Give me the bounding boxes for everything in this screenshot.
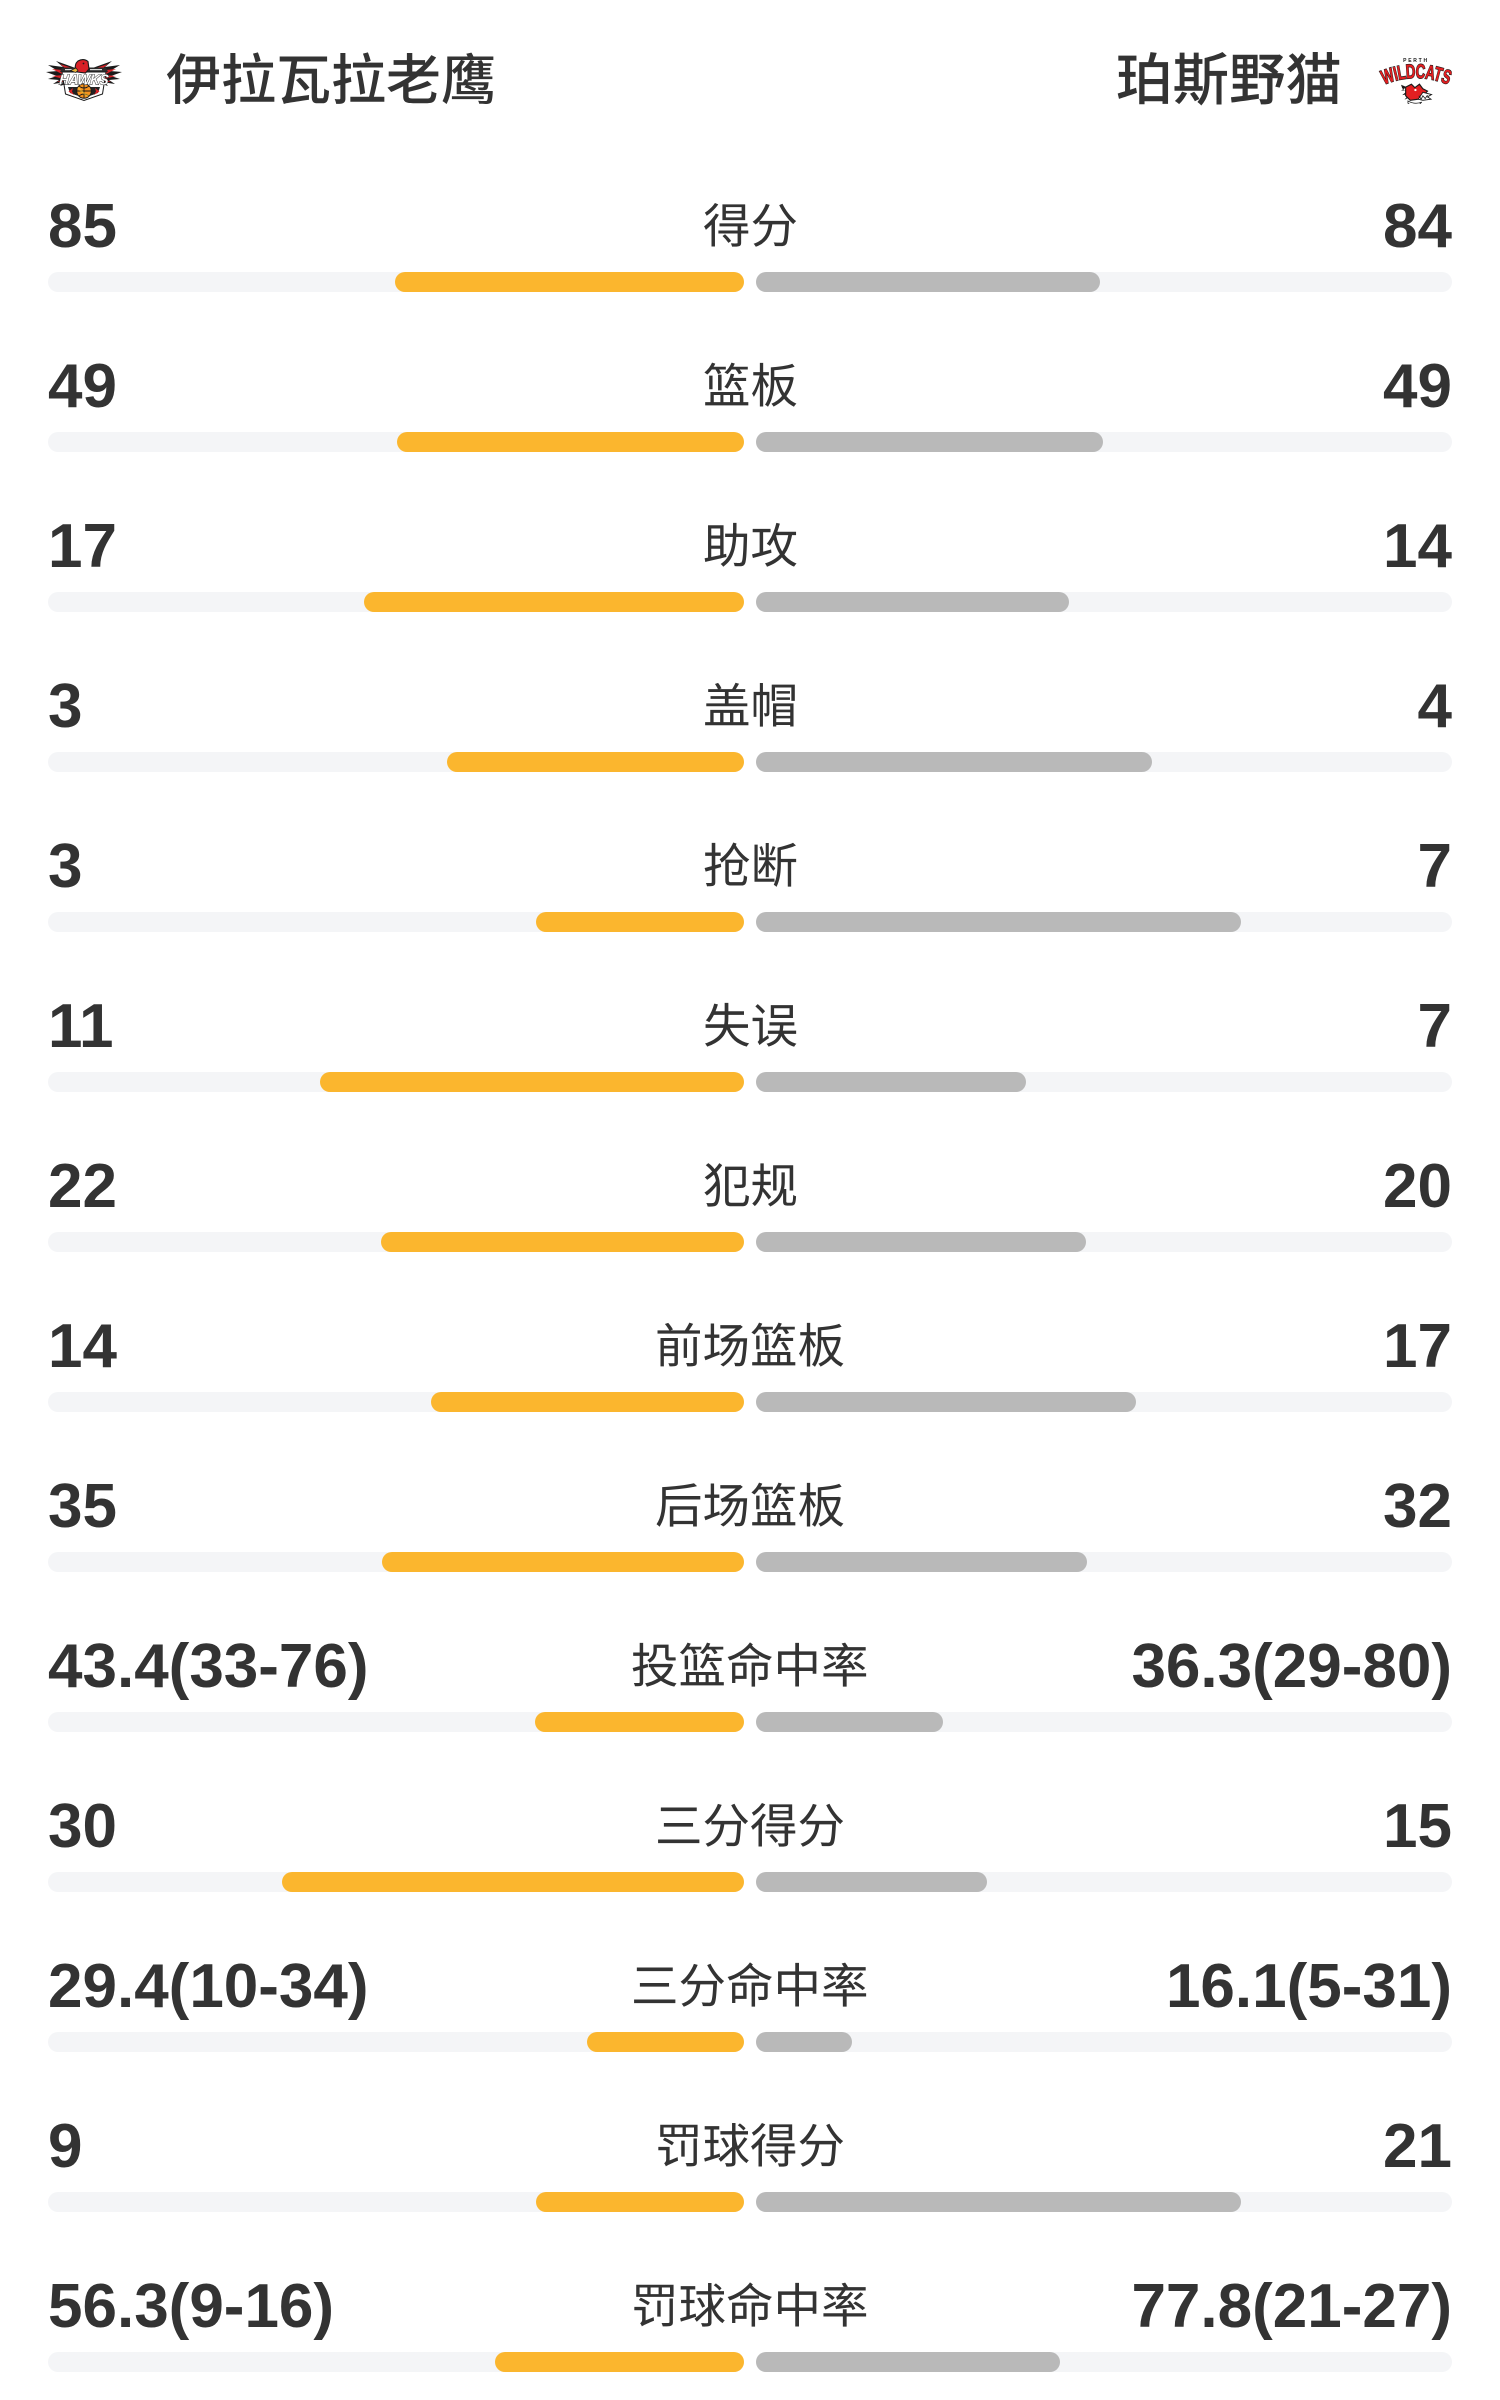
svg-text:PERTH: PERTH: [1403, 58, 1429, 64]
svg-text:WILDCATS: WILDCATS: [1378, 61, 1454, 89]
svg-text:HAWKS: HAWKS: [59, 71, 110, 88]
